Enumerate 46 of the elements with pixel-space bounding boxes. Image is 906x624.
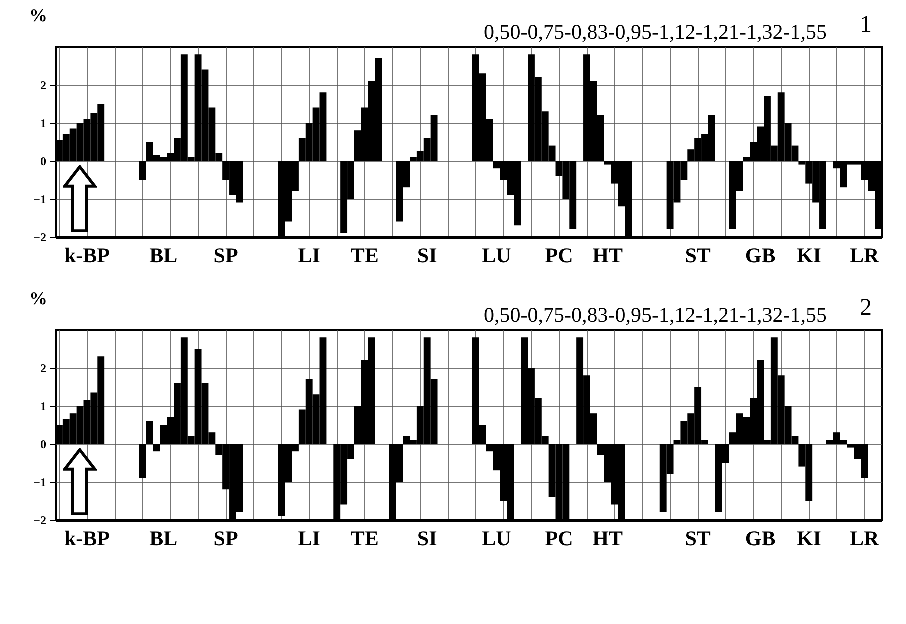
bar (139, 161, 146, 180)
x-tick-label: ST (685, 244, 711, 268)
y-tick-label: 1 (40, 400, 46, 414)
x-tick-label: SP (214, 244, 238, 268)
x-tick-label: SP (214, 526, 238, 550)
x-tick-label: KI (796, 244, 822, 268)
x-tick-label: BL (150, 526, 178, 550)
x-tick-label: LU (482, 244, 512, 268)
y-tick-label: 0 (40, 438, 46, 452)
y-axis-title: % (30, 6, 48, 26)
x-tick-label: k-BP (64, 526, 110, 550)
chart-title: 1 (860, 12, 872, 38)
x-tick-label: SI (417, 526, 438, 550)
y-tick-label: 0 (40, 154, 46, 168)
x-tick-label: LR (850, 244, 880, 268)
text: 0,50-0,75-0,83-0,95-1,12-1,21-1,32-1,55 (484, 303, 827, 327)
x-tick-label: SI (417, 244, 438, 268)
y-tick-label: −1 (34, 192, 46, 206)
x-tick-label: BL (150, 244, 178, 268)
x-tick-label: k-BP (64, 244, 110, 268)
y-axis-title: % (30, 288, 48, 308)
chart-title: 2 (860, 295, 872, 321)
x-tick-label: LI (298, 244, 320, 268)
x-tick-label: TE (350, 244, 379, 268)
y-tick-label: 1 (40, 116, 46, 130)
x-tick-label: PC (545, 244, 574, 268)
y-tick-label: −2 (34, 230, 46, 244)
bar (153, 444, 160, 452)
x-tick-label: HT (592, 244, 623, 268)
bar (146, 421, 154, 444)
x-tick-label: LR (850, 526, 880, 550)
x-tick-label: GB (745, 244, 776, 268)
x-tick-label: LU (482, 526, 512, 550)
x-tick-label: HT (592, 526, 623, 550)
y-tick-label: 2 (40, 362, 46, 376)
bar (139, 444, 146, 478)
x-tick-label: KI (796, 526, 822, 550)
x-tick-label: PC (545, 526, 574, 550)
y-tick-label: −2 (34, 514, 46, 528)
x-tick-label: GB (745, 526, 776, 550)
y-tick-label: 2 (40, 78, 46, 92)
x-tick-label: ST (685, 526, 711, 550)
x-tick-label: TE (350, 526, 379, 550)
y-tick-label: −1 (34, 476, 46, 490)
text: 0,50-0,75-0,83-0,95-1,12-1,21-1,32-1,55 (484, 20, 827, 44)
x-tick-label: LI (298, 526, 320, 550)
